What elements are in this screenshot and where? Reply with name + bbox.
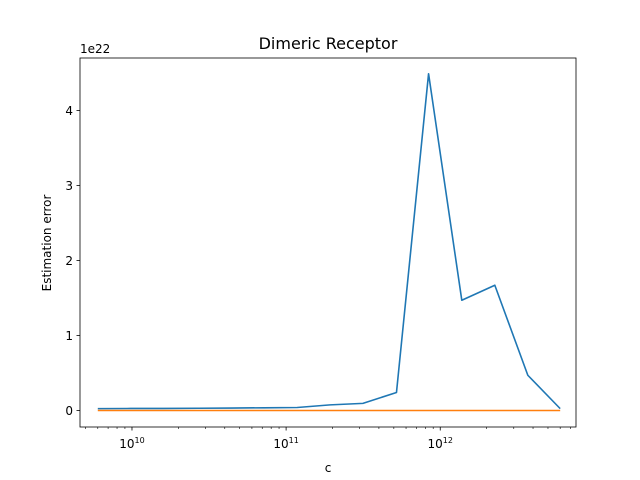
plot-area: 1010 1011 1012 0 1 2 3 4 (65, 57, 577, 451)
y-tick-label: 2 (65, 254, 73, 268)
y-tick-label: 3 (65, 179, 73, 193)
y-tick-label: 0 (65, 404, 73, 418)
x-tick-label: 1010 (119, 436, 144, 451)
y-multiplier-label: 1e22 (80, 42, 110, 56)
axes-frame (79, 57, 577, 428)
y-tick-label: 1 (65, 329, 73, 343)
series-line-0 (97, 72, 561, 410)
y-tick-label: 4 (65, 104, 73, 118)
x-tick-label: 1012 (428, 436, 453, 451)
x-tick-label: 1011 (273, 436, 298, 451)
y-axis-label: Estimation error (40, 195, 54, 292)
chart-title: Dimeric Receptor (259, 34, 398, 53)
x-axis-label: c (325, 461, 332, 475)
